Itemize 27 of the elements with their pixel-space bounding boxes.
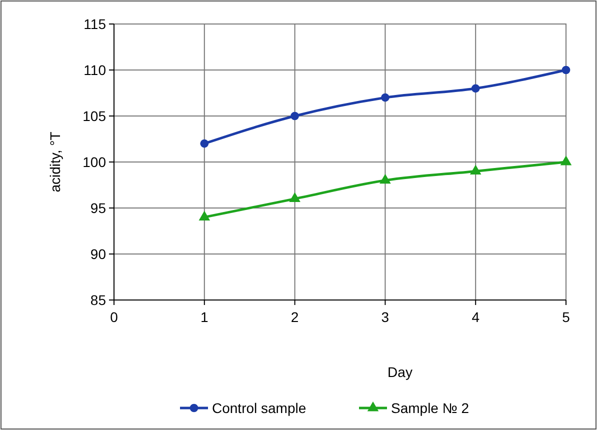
x-tick-label: 5 (562, 309, 570, 325)
point (470, 164, 482, 174)
x-tick-label: 1 (200, 309, 208, 325)
x-tick-label: 0 (110, 309, 118, 325)
point (200, 139, 209, 148)
x-axis-title: Day (388, 364, 412, 380)
y-tick-label: 85 (90, 292, 106, 308)
point (289, 192, 300, 202)
point (290, 112, 299, 120)
y-tick-label: 95 (90, 200, 106, 216)
point (562, 66, 570, 74)
point (560, 155, 572, 166)
point (198, 210, 210, 220)
y-tick-label: 100 (82, 154, 106, 170)
y-tick-label: 110 (84, 62, 106, 78)
legend-label: Control sample (212, 400, 306, 416)
x-tick-label: 3 (381, 309, 390, 325)
point (380, 174, 391, 184)
y-tick-label: 105 (82, 108, 106, 124)
point (381, 93, 390, 102)
y-tick-label: 90 (90, 246, 106, 262)
y-axis-title: acidity, °T (47, 131, 63, 192)
legend-label: Sample № 2 (391, 400, 470, 416)
y-tick-label: 115 (84, 16, 106, 32)
point (471, 84, 480, 93)
x-tick-label: 2 (290, 309, 299, 325)
x-tick-label: 4 (472, 309, 480, 325)
